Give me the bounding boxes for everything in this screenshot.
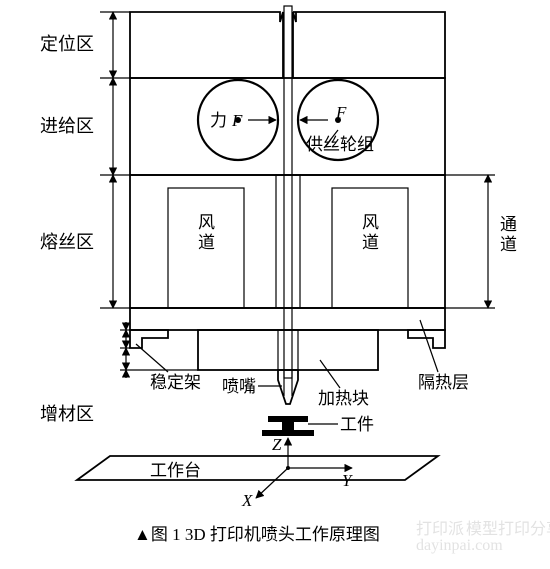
positioning-block [130, 12, 445, 78]
nozzle-label: 喷嘴 [222, 377, 256, 396]
force-sym-left: F [231, 111, 243, 130]
force-label: 力 [210, 111, 227, 130]
svg-text:模型打印分享: 模型打印分享 [466, 520, 550, 538]
heater-block [198, 330, 378, 370]
heater-label: 加热块 [318, 389, 369, 408]
force-sym-right: F [335, 103, 347, 122]
workpiece-label: 工件 [340, 415, 374, 434]
insulation-label: 隔热层 [418, 373, 469, 392]
wheels-label: 供丝轮组 [306, 135, 374, 154]
feed-block [130, 78, 445, 175]
duct-right-label: 风道 [362, 213, 379, 252]
zone-feed-label: 进给区 [40, 116, 94, 136]
table-label: 工作台 [150, 461, 201, 480]
nozzle [278, 370, 298, 404]
svg-text:dayinpai.com: dayinpai.com [416, 537, 503, 554]
work-table [77, 456, 438, 480]
axis-y: Y [342, 471, 353, 490]
workpiece [262, 416, 314, 436]
axes [256, 438, 352, 498]
watermark: 打印派 模型打印分享 dayinpai.com [416, 520, 550, 554]
svg-text:打印派: 打印派 [416, 520, 464, 538]
axis-x: X [241, 491, 253, 510]
duct-left-label: 风道 [198, 213, 215, 252]
axis-z: Z [272, 435, 282, 454]
stabilizer-label: 稳定架 [150, 373, 201, 392]
channel-label: 通道 [500, 215, 517, 254]
dim-right [445, 175, 495, 308]
zone-melt-label: 熔丝区 [40, 232, 94, 252]
filament [284, 6, 292, 378]
zone-additive-label: 增材区 [40, 404, 94, 424]
dim-left [100, 12, 130, 308]
melt-block [130, 175, 445, 308]
stabilizer [130, 330, 445, 348]
caption: ▲图 1 3D 打印机喷头工作原理图 [134, 525, 380, 544]
zone-positioning-label: 定位区 [40, 34, 94, 54]
insulation-layer [130, 308, 445, 330]
